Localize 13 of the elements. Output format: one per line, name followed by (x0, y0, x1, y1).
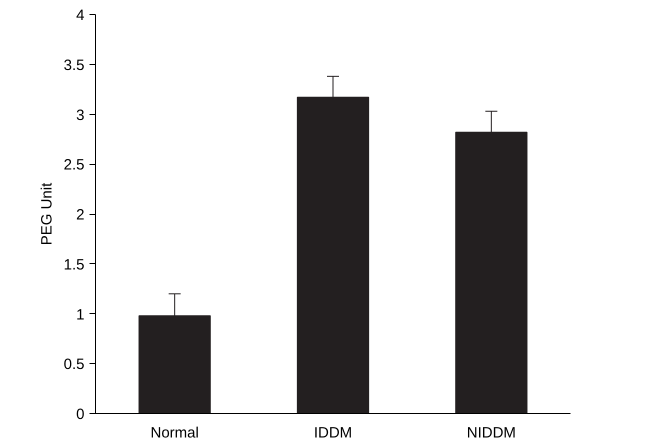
x-tick-label: NIDDM (466, 424, 516, 442)
y-tick-label: 3 (76, 106, 84, 124)
y-tick-label: 4 (76, 7, 84, 24)
x-tick-label: IDDM (314, 424, 352, 442)
y-tick-label: 0.5 (64, 356, 85, 374)
y-tick-label: 2 (76, 206, 84, 224)
y-tick-label: 1.5 (64, 256, 85, 274)
y-tick-label: 0 (76, 406, 84, 423)
y-axis-title: PEG Unit (38, 182, 56, 246)
y-tick-label: 1 (76, 306, 84, 324)
x-tick-label: Normal (150, 424, 199, 442)
y-tick-label: 3.5 (64, 56, 85, 74)
y-tick-label: 2.5 (64, 156, 85, 174)
